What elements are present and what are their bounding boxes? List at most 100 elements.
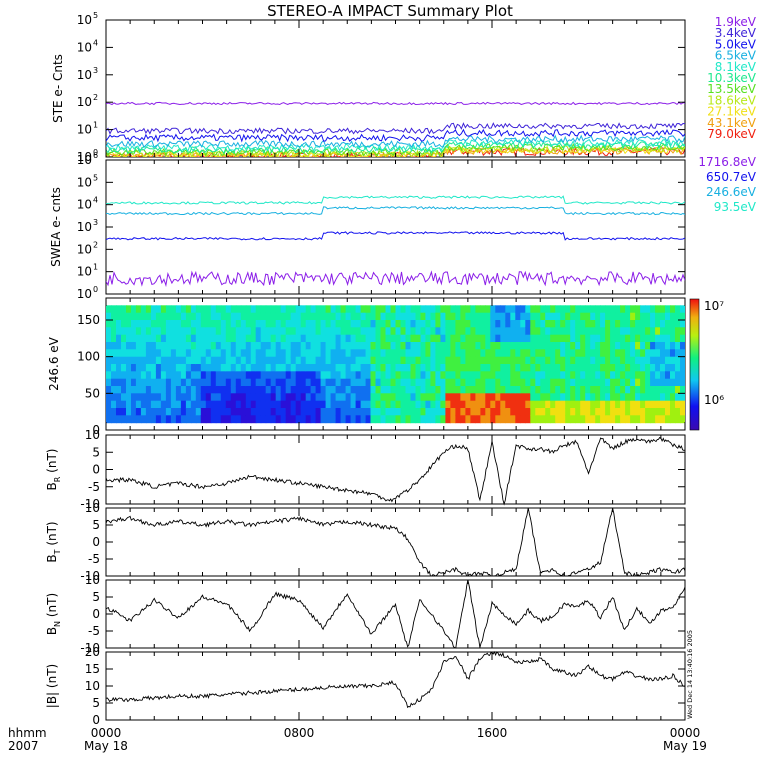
heatmap-cell [665, 393, 671, 402]
heatmap-cell [160, 415, 167, 424]
heatmap-cell [455, 312, 461, 321]
heatmap-cell [300, 320, 307, 328]
heatmap-cell [420, 386, 427, 394]
heatmap-cell [155, 415, 162, 424]
heatmap-cell [131, 349, 137, 358]
heatmap-cell [635, 327, 641, 336]
heatmap-cell [480, 327, 486, 336]
heatmap-cell [670, 305, 676, 314]
heatmap-cell [200, 393, 207, 402]
heatmap-cell [625, 386, 631, 394]
heatmap-cell [215, 393, 222, 402]
heatmap-cell [635, 312, 641, 321]
heatmap-cell [380, 342, 387, 350]
heatmap-cell [590, 393, 596, 402]
heatmap-cell [430, 393, 436, 402]
heatmap-cell [570, 364, 576, 372]
heatmap-cell [510, 342, 516, 350]
heatmap-cell [355, 386, 362, 394]
heatmap-cell [680, 371, 685, 380]
heatmap-cell [340, 349, 347, 358]
heatmap-cell [575, 393, 581, 402]
heatmap-cell [550, 342, 556, 350]
heatmap-cell [480, 371, 486, 380]
heatmap-cell [215, 334, 222, 343]
heatmap-cell [180, 327, 187, 336]
heatmap-cell [360, 320, 367, 328]
heatmap-cell [180, 349, 187, 358]
heatmap-cell [405, 349, 412, 358]
heatmap-cell [605, 320, 611, 328]
heatmap-cell [555, 386, 561, 394]
heatmap-cell [140, 334, 147, 343]
heatmap-cell [360, 305, 367, 314]
heatmap-cell [395, 305, 402, 314]
y-tick-label: 10 [77, 220, 92, 234]
heatmap-cell [625, 349, 631, 358]
heatmap-cell [470, 393, 476, 402]
heatmap-cell [630, 327, 636, 336]
heatmap-cell [465, 305, 471, 314]
heatmap-cell [655, 312, 661, 321]
heatmap-cell [225, 312, 232, 321]
heatmap-cell [445, 408, 451, 416]
heatmap-cell [425, 386, 431, 394]
heatmap-cell [370, 415, 377, 424]
heatmap-cell [395, 334, 402, 343]
heatmap-cell [625, 415, 631, 424]
heatmap-cell [305, 320, 312, 328]
heatmap-cell [425, 408, 431, 416]
heatmap-cell [625, 393, 631, 402]
heatmap-cell [660, 378, 666, 387]
heatmap-cell [440, 371, 446, 380]
heatmap-cell [230, 342, 237, 350]
series-line-3.4keV [106, 122, 685, 135]
heatmap-cell [525, 320, 531, 328]
heatmap-cell [545, 334, 551, 343]
heatmap-cell [620, 364, 626, 372]
heatmap-cell [510, 378, 516, 387]
heatmap-cell [495, 415, 501, 424]
heatmap-cell [250, 356, 257, 365]
heatmap-cell [355, 342, 362, 350]
heatmap-cell [225, 356, 232, 365]
heatmap-cell [480, 400, 486, 409]
heatmap-cell [420, 364, 427, 372]
heatmap-cell [445, 371, 451, 380]
heatmap-cell [460, 334, 466, 343]
heatmap-cell [585, 349, 591, 358]
heatmap-cell [320, 356, 327, 365]
heatmap-cell [535, 364, 541, 372]
heatmap-cell [680, 305, 685, 314]
heatmap-cell [555, 371, 561, 380]
heatmap-cell [525, 400, 531, 409]
heatmap-cell [205, 334, 212, 343]
heatmap-cell [245, 371, 252, 380]
heatmap-cell [510, 327, 516, 336]
heatmap-cell [630, 386, 636, 394]
heatmap-cell [350, 342, 357, 350]
heatmap-cell [185, 305, 192, 314]
heatmap-cell [150, 378, 157, 387]
heatmap-cell [320, 400, 327, 409]
heatmap-cell [445, 334, 451, 343]
heatmap-cell [250, 408, 257, 416]
heatmap-cell [350, 386, 357, 394]
heatmap-cell [320, 415, 327, 424]
heatmap-cell [335, 364, 342, 372]
heatmap-cell [106, 312, 112, 321]
legend-item-8.1keV: 8.1keV [715, 60, 757, 74]
heatmap-cell [490, 408, 496, 416]
heatmap-cell [390, 393, 397, 402]
heatmap-cell [650, 400, 656, 409]
heatmap-cell [580, 400, 586, 409]
heatmap-cell [305, 393, 312, 402]
heatmap-cell [535, 334, 541, 343]
heatmap-cell [106, 415, 112, 424]
heatmap-cell [500, 364, 506, 372]
heatmap-cell [350, 327, 357, 336]
y-tick-label: 10 [77, 175, 92, 189]
heatmap-cell [280, 342, 287, 350]
heatmap-cell [455, 378, 461, 387]
heatmap-cell [675, 378, 681, 387]
